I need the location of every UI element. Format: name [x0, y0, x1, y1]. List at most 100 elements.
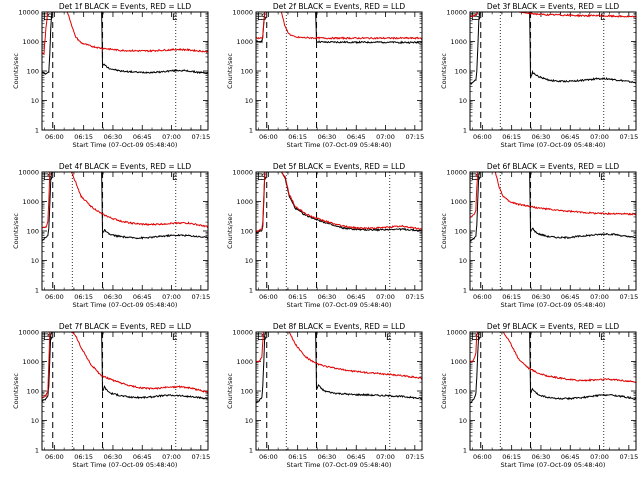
y-tick-label: 100: [27, 228, 39, 236]
panel-title: Det 9f BLACK = Events, RED = LLD: [487, 322, 620, 331]
x-tick-label: 07:00: [590, 133, 609, 141]
marker-label: E: [43, 333, 49, 343]
x-tick-label: 06:15: [74, 453, 93, 461]
x-tick-label: 06:00: [473, 453, 492, 461]
plot-frame: [41, 331, 209, 451]
y-tick-label: 1: [35, 287, 39, 295]
y-tick-label: 10000: [446, 9, 467, 17]
panel-title: Det 3f BLACK = Events, RED = LLD: [487, 2, 620, 11]
x-tick-label: 07:00: [162, 453, 181, 461]
y-tick-label: 10000: [18, 329, 39, 337]
x-tick-label: 07:15: [191, 453, 210, 461]
x-tick-label: 07:00: [590, 453, 609, 461]
x-tick-label: 07:00: [162, 133, 181, 141]
y-tick-label: 1000: [236, 198, 253, 206]
panel-4: Det 4f BLACK = Events, RED = LLD 1 10 100 10…: [12, 162, 210, 309]
x-tick-label: 06:00: [45, 133, 64, 141]
plot-frame: [255, 171, 423, 291]
x-tick-label: 06:30: [532, 293, 551, 301]
y-axis-label: Counts/sec: [440, 373, 448, 409]
series-events-line: [256, 172, 422, 234]
x-tick-label: 06:45: [133, 133, 152, 141]
marker-label: E: [172, 173, 178, 183]
y-tick-label: 10: [31, 97, 39, 105]
x-tick-label: 06:15: [288, 453, 307, 461]
y-axis-label: Counts/sec: [440, 53, 448, 89]
y-tick-label: 10000: [18, 9, 39, 17]
plot-frame: [469, 331, 637, 451]
marker-label: S: [261, 333, 267, 343]
marker-label: E: [257, 173, 263, 183]
plot-frame: [255, 11, 423, 131]
x-tick-label: 07:15: [619, 293, 638, 301]
y-tick-label: 1: [249, 287, 253, 295]
marker-label: S: [261, 173, 267, 183]
y-tick-label: 10: [459, 257, 467, 265]
x-tick-label: 06:30: [318, 133, 337, 141]
y-tick-label: 1000: [236, 38, 253, 46]
x-tick-label: 06:15: [502, 293, 521, 301]
panel-title: Det 6f BLACK = Events, RED = LLD: [487, 162, 620, 171]
y-tick-label: 10: [31, 257, 39, 265]
marker-label: S: [475, 13, 481, 23]
x-tick-label: 07:15: [191, 293, 210, 301]
series-lld-line: [470, 12, 636, 19]
marker-label: E: [600, 333, 606, 343]
y-tick-label: 1: [249, 447, 253, 455]
y-axis-label: Counts/sec: [12, 53, 20, 89]
y-tick-label: 10: [245, 97, 253, 105]
plot-frame: [41, 171, 209, 291]
x-axis-label: Start Time (07-Oct-09 05:48:40): [287, 461, 392, 469]
x-tick-label: 06:30: [318, 293, 337, 301]
series-events-line: [42, 12, 208, 75]
y-axis-label: Counts/sec: [226, 213, 234, 249]
y-tick-label: 1000: [22, 38, 39, 46]
y-tick-label: 100: [241, 388, 253, 396]
x-tick-label: 06:00: [259, 293, 278, 301]
plot-frame: [41, 11, 209, 131]
x-axis-label: Start Time (07-Oct-09 05:48:40): [501, 141, 606, 149]
y-tick-label: 1000: [22, 358, 39, 366]
x-axis-label: Start Time (07-Oct-09 05:48:40): [287, 301, 392, 309]
x-tick-label: 07:15: [191, 133, 210, 141]
x-tick-label: 07:15: [405, 133, 424, 141]
x-tick-label: 06:15: [288, 133, 307, 141]
y-tick-label: 10000: [232, 329, 253, 337]
y-tick-label: 1: [249, 127, 253, 135]
x-tick-label: 07:15: [405, 293, 424, 301]
y-tick-label: 1: [463, 127, 467, 135]
x-tick-label: 06:15: [502, 453, 521, 461]
series-events-line: [470, 12, 636, 85]
marker-label: E: [257, 333, 263, 343]
x-tick-label: 06:45: [561, 133, 580, 141]
x-axis-label: Start Time (07-Oct-09 05:48:40): [501, 461, 606, 469]
y-axis-label: Counts/sec: [440, 213, 448, 249]
y-tick-label: 100: [455, 68, 467, 76]
x-tick-label: 07:15: [405, 453, 424, 461]
panel-6: Det 6f BLACK = Events, RED = LLD 1 10 100 10…: [440, 162, 638, 309]
y-tick-label: 100: [241, 68, 253, 76]
x-tick-label: 06:45: [347, 453, 366, 461]
x-tick-label: 06:00: [259, 133, 278, 141]
y-tick-label: 10000: [446, 169, 467, 177]
y-tick-label: 1000: [236, 358, 253, 366]
plot-frame: [255, 331, 423, 451]
y-tick-label: 100: [455, 228, 467, 236]
series-events-line: [42, 332, 208, 403]
y-tick-label: 10: [245, 417, 253, 425]
x-tick-label: 06:00: [45, 453, 64, 461]
y-tick-label: 1000: [450, 358, 467, 366]
x-tick-label: 06:45: [561, 453, 580, 461]
x-tick-label: 07:00: [376, 133, 395, 141]
series-lld-line: [42, 332, 208, 399]
series-lld-line: [42, 172, 208, 229]
y-tick-label: 100: [455, 388, 467, 396]
x-tick-label: 06:45: [347, 133, 366, 141]
x-tick-label: 06:30: [532, 133, 551, 141]
y-tick-label: 1000: [450, 38, 467, 46]
x-axis-label: Start Time (07-Oct-09 05:48:40): [287, 141, 392, 149]
series-events-line: [470, 332, 636, 404]
panel-title: Det 4f BLACK = Events, RED = LLD: [59, 162, 192, 171]
y-tick-label: 1: [463, 287, 467, 295]
